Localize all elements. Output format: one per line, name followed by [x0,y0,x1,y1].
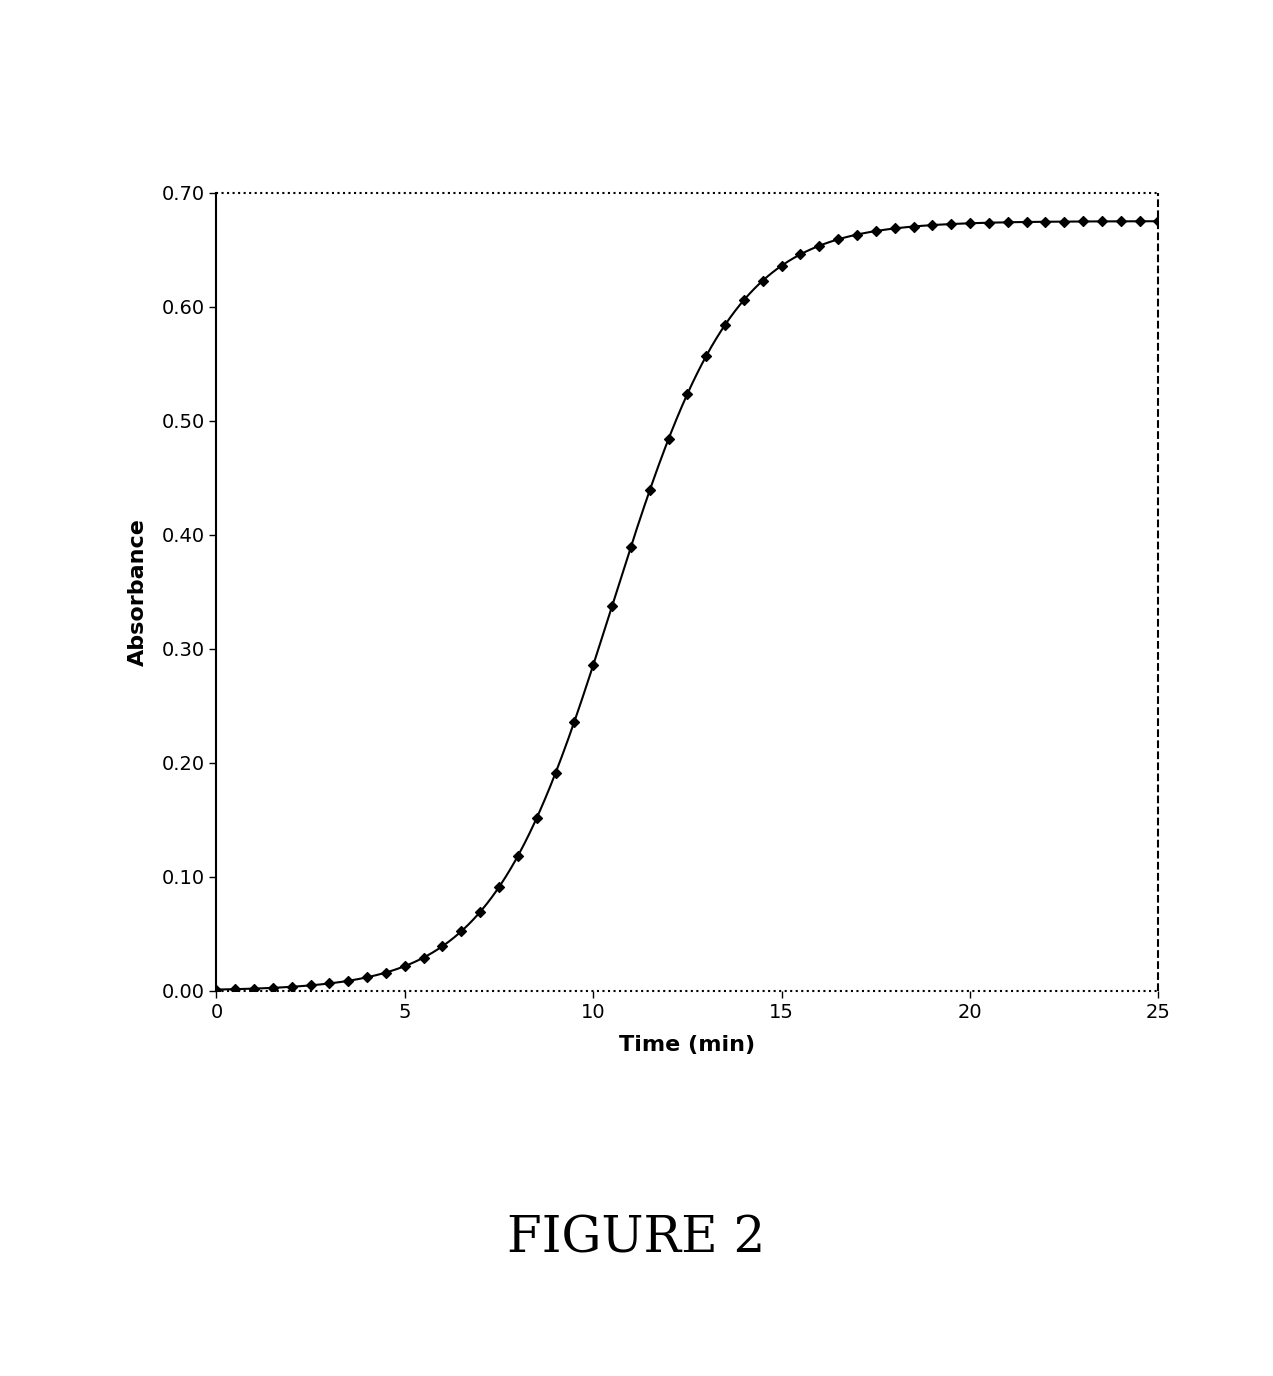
Point [339,970,359,992]
Point [979,212,999,234]
Point [677,383,698,405]
Point [414,947,434,969]
Point [771,255,792,277]
Point [696,345,717,367]
Point [300,974,321,996]
Point [960,212,980,234]
Point [791,244,811,266]
Point [281,976,302,998]
Point [1073,211,1094,233]
Point [827,228,848,250]
Point [489,877,509,899]
Point [602,594,622,616]
Point [866,220,886,242]
Point [1016,211,1036,233]
Point [433,936,453,958]
Point [885,217,905,239]
Point [508,845,528,867]
Point [904,216,924,238]
Point [1054,211,1074,233]
Point [847,223,867,245]
Point [1035,211,1055,233]
Point [583,654,603,676]
Point [244,977,265,999]
Point [941,213,961,235]
Point [206,978,227,1000]
Point [451,921,471,943]
Point [715,314,736,336]
Point [621,535,642,557]
Point [564,710,584,732]
Point [752,270,773,292]
Point [658,428,679,450]
Point [810,235,830,257]
Y-axis label: Absorbance: Absorbance [127,517,148,666]
Point [395,955,415,977]
Point [1129,211,1150,233]
Point [262,977,283,999]
Point [998,212,1018,234]
Point [527,806,547,828]
Point [470,901,490,923]
Point [1110,211,1130,233]
X-axis label: Time (min): Time (min) [620,1035,755,1055]
Point [639,479,659,501]
Point [356,966,377,988]
Point [376,962,396,984]
Point [733,289,754,311]
Point [225,978,246,1000]
Point [320,973,340,995]
Text: FIGURE 2: FIGURE 2 [508,1214,765,1263]
Point [1092,211,1113,233]
Point [922,215,942,237]
Point [545,762,565,784]
Point [1148,211,1169,233]
